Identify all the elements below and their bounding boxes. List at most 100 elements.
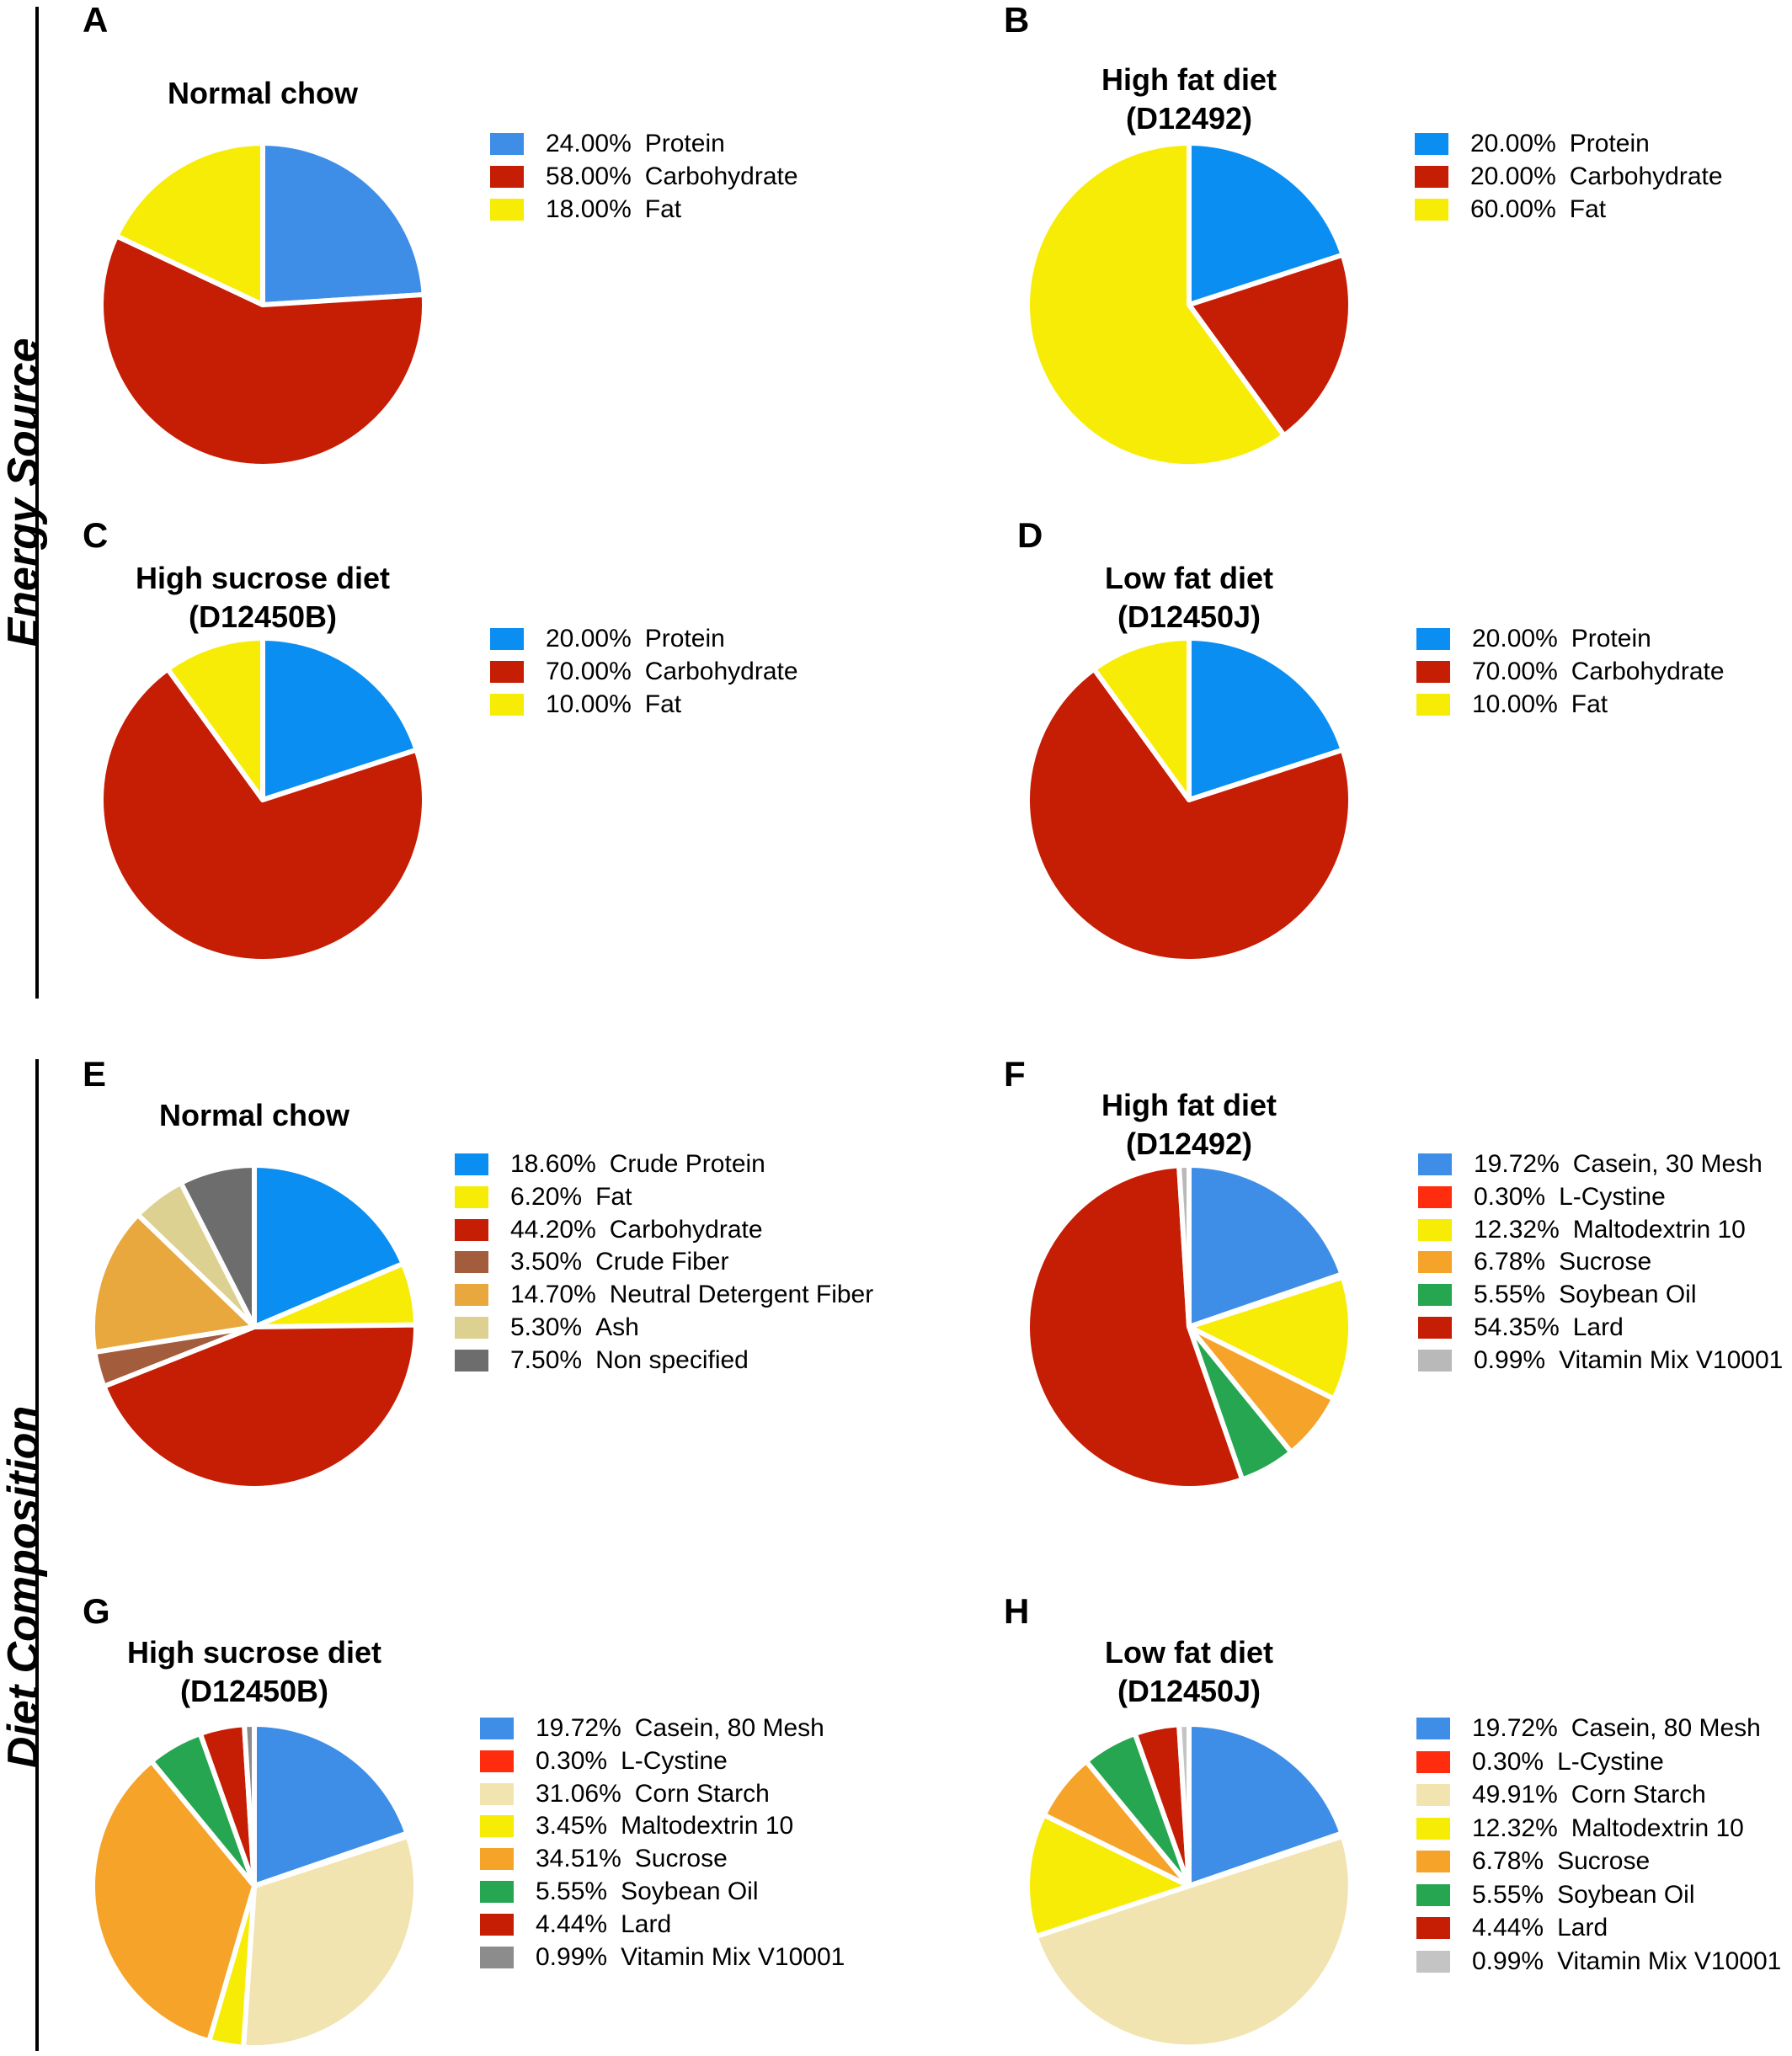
legend-swatch bbox=[490, 166, 524, 188]
legend-swatch bbox=[455, 1284, 488, 1307]
panel-letter-h: H bbox=[1004, 1591, 1030, 1631]
legend-label: Maltodextrin 10 bbox=[1572, 1215, 1746, 1244]
legend-item: 34.51% Sucrose bbox=[480, 1845, 728, 1873]
legend-item: 12.32% Maltodextrin 10 bbox=[1416, 1814, 1744, 1843]
legend-swatch bbox=[490, 661, 524, 683]
chart-title-line: (D12492) bbox=[1125, 101, 1253, 136]
legend-percent: 20.00% bbox=[546, 625, 632, 652]
pie-chart-b bbox=[1025, 141, 1353, 469]
legend-percent: 5.55% bbox=[1474, 1281, 1546, 1309]
legend-item: 0.30% L-Cystine bbox=[1418, 1183, 1666, 1212]
legend-label: Protein bbox=[644, 130, 725, 157]
legend-label: Fat bbox=[644, 690, 682, 718]
legend-item: 49.91% Corn Starch bbox=[1416, 1781, 1706, 1809]
legend-swatch bbox=[455, 1218, 488, 1241]
legend-item: 6.78% Sucrose bbox=[1416, 1847, 1650, 1876]
pie-slice-protein bbox=[1187, 636, 1346, 802]
panel-letter-d: D bbox=[1017, 515, 1043, 555]
pie-slice-fat bbox=[1025, 141, 1287, 469]
legend-label: Casein, 80 Mesh bbox=[634, 1714, 824, 1742]
legend-swatch bbox=[1418, 1153, 1452, 1175]
pie-chart-e bbox=[90, 1163, 419, 1491]
legend-label: Casein, 30 Mesh bbox=[1572, 1150, 1763, 1178]
legend-swatch bbox=[480, 1881, 514, 1903]
legend-swatch bbox=[1416, 1851, 1450, 1872]
legend-item: 0.30% L-Cystine bbox=[480, 1747, 728, 1776]
legend-label: Lard bbox=[1572, 1313, 1624, 1341]
legend-percent: 0.30% bbox=[1474, 1182, 1546, 1211]
legend-percent: 4.44% bbox=[536, 1910, 608, 1938]
legend-label: L-Cystine bbox=[1559, 1182, 1666, 1211]
legend-swatch bbox=[1416, 661, 1450, 683]
legend-item: 0.99% Vitamin Mix V10001 bbox=[1416, 1947, 1781, 1976]
pie-slice-fat bbox=[1091, 636, 1192, 802]
legend-percent: 6.78% bbox=[1474, 1248, 1546, 1276]
legend-label: Sucrose bbox=[634, 1845, 728, 1873]
legend-swatch bbox=[480, 1815, 514, 1838]
legend-swatch bbox=[455, 1317, 488, 1339]
pie-slice-carbohydrate bbox=[1025, 666, 1353, 964]
legend-label: Carbohydrate bbox=[1569, 162, 1723, 190]
legend-label: Lard bbox=[621, 1910, 672, 1938]
chart-title-line: (D12492) bbox=[1125, 1127, 1253, 1161]
chart-title-line: High sucrose diet bbox=[126, 1635, 382, 1670]
legend-item: 19.72% Casein, 80 Mesh bbox=[1416, 1714, 1761, 1743]
chart-title-g: High sucrose diet (D12450B) bbox=[44, 1633, 465, 1711]
chart-title-line: (D12450B) bbox=[179, 1674, 329, 1708]
legend-swatch bbox=[480, 1946, 514, 1968]
legend-item: 4.44% Lard bbox=[1416, 1914, 1608, 1942]
legend-label: Lard bbox=[1557, 1914, 1608, 1941]
legend-label: Maltodextrin 10 bbox=[1571, 1814, 1744, 1842]
legend-percent: 20.00% bbox=[1472, 625, 1558, 652]
legend-percent: 3.45% bbox=[536, 1812, 608, 1840]
legend-percent: 31.06% bbox=[536, 1779, 621, 1808]
legend-swatch bbox=[1416, 1950, 1450, 1973]
legend-label: Protein bbox=[644, 625, 725, 652]
legend-swatch bbox=[490, 199, 524, 221]
pie-slice-fat bbox=[114, 141, 265, 307]
chart-title-line: High fat diet bbox=[1101, 62, 1277, 97]
legend-label: Corn Starch bbox=[634, 1779, 770, 1808]
legend-percent: 54.35% bbox=[1474, 1313, 1560, 1341]
legend-percent: 12.32% bbox=[1472, 1814, 1558, 1842]
chart-title-e: Normal chow bbox=[44, 1096, 465, 1135]
legend-swatch bbox=[480, 1848, 514, 1871]
legend-label: L-Cystine bbox=[1557, 1747, 1664, 1776]
legend-item: 20.00% Protein bbox=[1415, 130, 1650, 158]
pie-chart-a bbox=[99, 141, 427, 469]
legend-item: 5.30% Ash bbox=[455, 1313, 639, 1342]
chart-title-line: (D12450B) bbox=[188, 599, 338, 634]
pie-slice-corn-starch bbox=[1032, 1833, 1353, 2050]
pie-slice-lard bbox=[1025, 1163, 1245, 1491]
panel-letter-a: A bbox=[83, 0, 109, 40]
legend-label: Vitamin Mix V10001 bbox=[621, 1942, 845, 1971]
legend-percent: 5.30% bbox=[510, 1313, 583, 1341]
legend-percent: 60.00% bbox=[1470, 195, 1556, 223]
legend-percent: 12.32% bbox=[1474, 1215, 1560, 1244]
legend-item: 10.00% Fat bbox=[1416, 690, 1608, 719]
legend-swatch bbox=[1418, 1185, 1452, 1208]
diet-composition-divider bbox=[35, 1059, 39, 2051]
legend-label: Carbohydrate bbox=[1571, 658, 1725, 685]
legend-item: 5.55% Soybean Oil bbox=[1418, 1281, 1697, 1309]
pie-slice-non-specified bbox=[178, 1163, 257, 1329]
legend-item: 44.20% Carbohydrate bbox=[455, 1216, 763, 1244]
section-label-diet-composition: Diet Composition bbox=[0, 1405, 48, 1769]
legend-item: 0.99% Vitamin Mix V10001 bbox=[1418, 1346, 1783, 1375]
legend-swatch bbox=[1415, 166, 1448, 188]
legend-label: Soybean Oil bbox=[1557, 1880, 1695, 1909]
pie-slice-protein bbox=[260, 141, 427, 307]
legend-swatch bbox=[455, 1251, 488, 1274]
legend-item: 18.60% Crude Protein bbox=[455, 1150, 765, 1179]
pie-slice-corn-starch bbox=[241, 1833, 419, 2050]
legend-percent: 5.55% bbox=[1472, 1880, 1544, 1909]
chart-title-line: Low fat diet bbox=[1105, 561, 1273, 595]
pie-slice-protein bbox=[1187, 141, 1346, 307]
pie-slice-sucrose bbox=[90, 1758, 257, 2044]
legend-label: Non specified bbox=[595, 1345, 749, 1374]
legend-item: 4.44% Lard bbox=[480, 1910, 671, 1939]
legend-percent: 19.72% bbox=[1474, 1150, 1560, 1178]
legend-label: Vitamin Mix V10001 bbox=[1559, 1345, 1784, 1374]
legend-label: Protein bbox=[1569, 130, 1650, 157]
legend-item: 0.30% L-Cystine bbox=[1416, 1748, 1664, 1776]
